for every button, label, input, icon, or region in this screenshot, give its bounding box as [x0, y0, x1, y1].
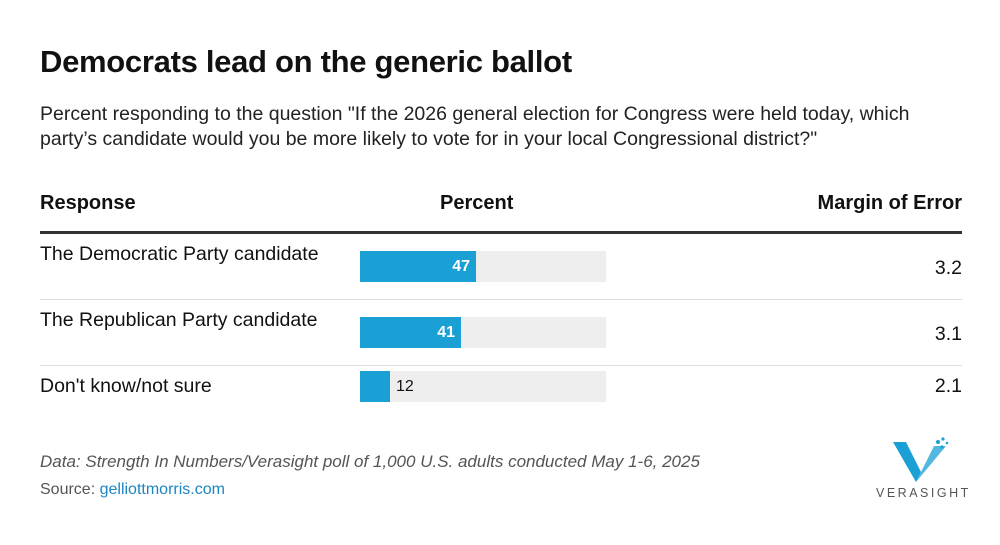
source-line: Source: gelliottmorris.com	[40, 481, 225, 499]
margin-of-error-value: 3.1	[934, 323, 962, 345]
source-link[interactable]: gelliottmorris.com	[99, 481, 225, 498]
row-divider	[40, 299, 962, 300]
verasight-wordmark: VERASIGHT	[876, 486, 971, 500]
percent-bar	[360, 317, 461, 348]
chart-subtitle: Percent responding to the question "If t…	[40, 103, 910, 150]
column-header-percent: Percent	[440, 192, 514, 214]
source-prefix: Source:	[40, 481, 100, 498]
bar-value-label: 47	[452, 258, 470, 275]
margin-of-error-value: 3.2	[934, 257, 962, 279]
verasight-logo-icon	[893, 437, 949, 482]
bar-value-label: 12	[396, 378, 414, 395]
response-label: The Democratic Party candidate	[40, 243, 319, 265]
margin-of-error-value: 2.1	[934, 375, 962, 397]
row-divider	[40, 365, 962, 366]
bar-track: 41	[360, 317, 606, 348]
percent-bar	[360, 251, 476, 282]
column-header-margin-of-error: Margin of Error	[817, 192, 962, 214]
chart-title: Democrats lead on the generic ballot	[40, 44, 572, 79]
percent-bar	[360, 371, 390, 402]
column-header-response: Response	[40, 192, 136, 214]
table-row: The Democratic Party candidate 47 3.2	[40, 234, 962, 300]
data-note: Data: Strength In Numbers/Verasight poll…	[40, 452, 700, 471]
bar-track: 12	[360, 371, 606, 402]
table-row: The Republican Party candidate 41 3.1	[40, 300, 962, 366]
bar-value-label: 41	[437, 324, 455, 341]
bar-track: 47	[360, 251, 606, 282]
response-label: Don't know/not sure	[40, 375, 212, 397]
table-row: Don't know/not sure 12 2.1	[40, 366, 962, 416]
header-divider	[40, 231, 962, 234]
response-label: The Republican Party candidate	[40, 309, 318, 331]
